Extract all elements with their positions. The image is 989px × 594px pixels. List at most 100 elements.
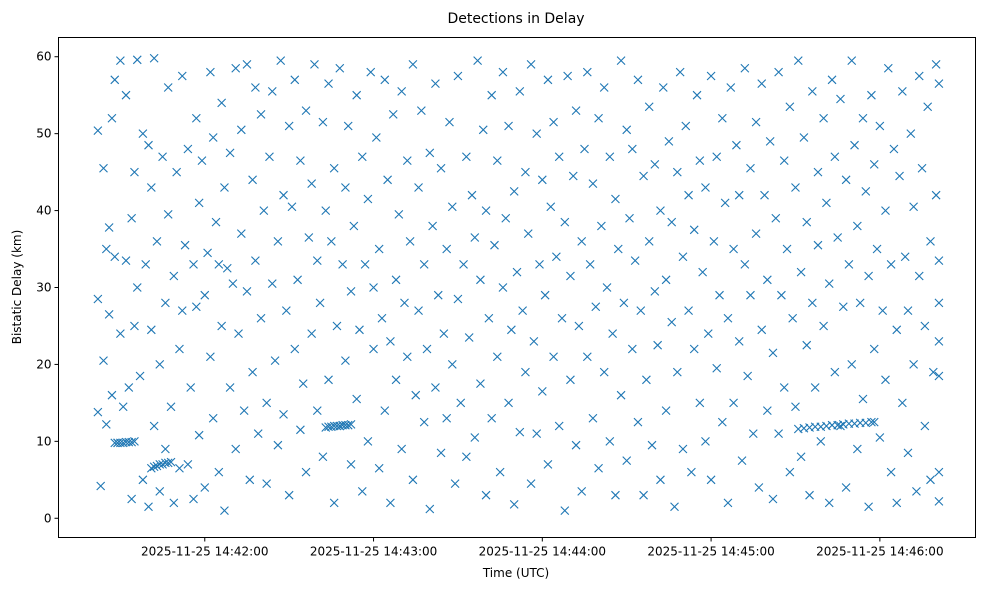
data-point-marker [183, 460, 193, 469]
data-point-marker [155, 486, 165, 496]
data-point-marker [667, 217, 677, 227]
data-point-marker [554, 421, 564, 431]
data-point-marker [875, 433, 885, 442]
data-point-marker [366, 67, 376, 77]
data-point-marker [701, 436, 710, 446]
data-point-marker [290, 75, 300, 85]
data-point-marker [642, 375, 651, 385]
data-point-marker [889, 144, 899, 154]
data-point-marker [875, 121, 885, 131]
data-point-marker [920, 421, 930, 431]
data-point-marker [380, 75, 390, 85]
data-point-marker [180, 240, 190, 250]
data-point-marker [802, 340, 812, 350]
data-point-marker [436, 163, 446, 173]
data-point-marker [228, 279, 238, 289]
data-point-marker [588, 179, 598, 189]
data-point-marker [132, 55, 142, 65]
data-point-marker [208, 133, 218, 142]
data-point-marker [492, 156, 502, 165]
data-point-marker [934, 298, 944, 308]
data-point-marker [307, 329, 317, 339]
data-point-marker [909, 360, 919, 369]
data-point-marker [523, 229, 533, 239]
data-point-marker [684, 190, 693, 200]
data-point-marker [732, 140, 741, 150]
data-point-marker [312, 406, 322, 415]
data-point-marker [819, 321, 828, 331]
data-point-marker [639, 171, 648, 181]
data-point-marker [217, 98, 227, 108]
data-point-marker [909, 202, 919, 212]
data-point-marker [135, 371, 145, 381]
data-point-marker [208, 413, 218, 423]
data-point-marker [231, 63, 241, 73]
data-point-marker [315, 298, 325, 308]
data-point-marker [521, 367, 530, 377]
data-point-marker [127, 437, 137, 447]
data-point-marker [760, 190, 769, 200]
data-point-marker [799, 133, 809, 142]
data-point-marker [701, 183, 710, 192]
data-point-marker [830, 367, 840, 377]
data-point-marker [852, 221, 862, 231]
data-point-marker [127, 494, 137, 504]
y-axis: 0 10 20 30 40 50 60 [36, 50, 59, 525]
data-point-marker [715, 290, 724, 300]
data-point-marker [504, 398, 513, 408]
data-point-marker [529, 336, 539, 346]
data-point-marker [881, 375, 890, 385]
data-point-marker [104, 310, 114, 319]
data-point-marker [267, 279, 277, 289]
data-point-marker [521, 167, 530, 177]
data-point-marker [470, 433, 480, 442]
data-point-marker [917, 163, 927, 173]
data-point-marker [262, 479, 272, 489]
data-point-marker [186, 383, 196, 392]
data-point-marker [830, 152, 840, 162]
data-point-marker [605, 436, 615, 446]
data-point-marker [619, 298, 629, 308]
data-point-marker [481, 490, 491, 500]
data-point-marker [231, 444, 241, 454]
data-point-marker [163, 210, 173, 219]
data-point-marker [504, 121, 513, 131]
data-point-marker [670, 502, 679, 512]
data-point-marker [729, 244, 738, 254]
data-point-marker [622, 456, 632, 465]
data-point-marker [793, 56, 803, 65]
data-point-marker [506, 325, 516, 335]
data-point-marker [622, 125, 632, 135]
plot-area-frame [58, 37, 976, 538]
data-point-marker [360, 260, 370, 269]
data-point-marker [689, 225, 699, 235]
data-point-marker [107, 390, 117, 400]
data-point-marker [656, 475, 665, 485]
data-point-marker [689, 344, 699, 354]
data-point-marker [692, 90, 702, 100]
data-point-marker [416, 106, 426, 115]
data-point-marker [363, 436, 373, 446]
data-point-marker [897, 398, 907, 408]
data-point-marker [869, 160, 879, 169]
data-point-marker [144, 140, 153, 150]
data-point-marker [476, 379, 485, 389]
data-point-marker [124, 383, 134, 392]
data-point-marker [189, 494, 198, 504]
data-point-marker [206, 67, 215, 77]
y-tick-label: 20 [36, 357, 51, 371]
data-point-marker [934, 467, 944, 477]
data-point-marker [785, 102, 795, 112]
data-point-marker [931, 190, 941, 200]
data-point-marker [549, 117, 558, 127]
data-point-marker [177, 71, 187, 81]
data-point-marker [515, 86, 525, 96]
data-point-marker [633, 75, 643, 85]
data-point-marker [166, 457, 176, 467]
data-point-marker [746, 290, 755, 300]
data-point-marker [189, 260, 198, 269]
data-point-marker [93, 126, 103, 135]
data-point-marker [284, 121, 294, 131]
data-point-marker [580, 144, 589, 154]
data-point-marker [515, 427, 525, 437]
